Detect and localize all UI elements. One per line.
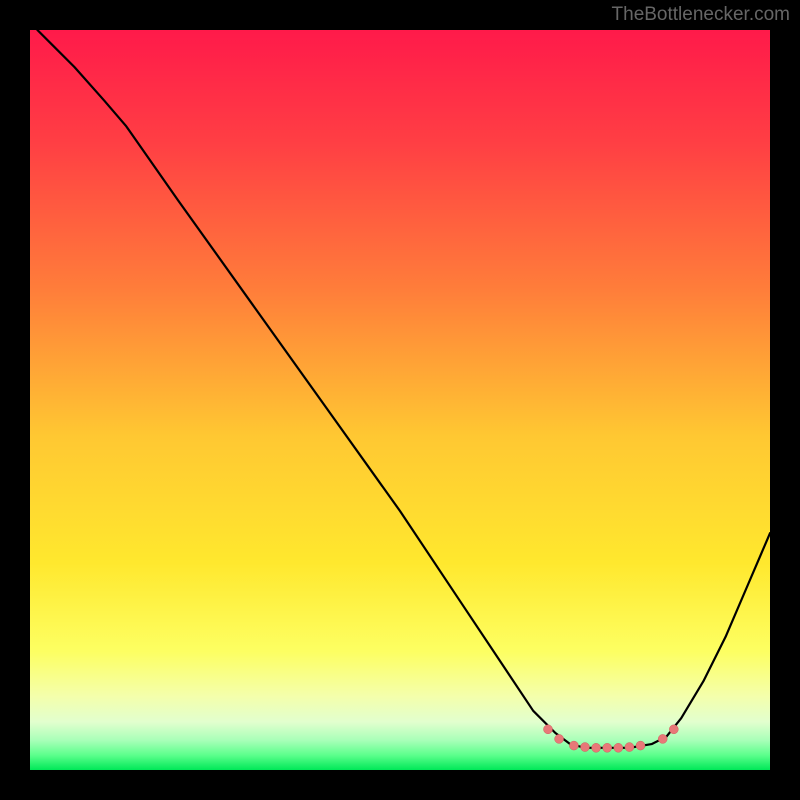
watermark-text: TheBottlenecker.com (612, 4, 790, 26)
chart-container: TheBottlenecker.com (0, 0, 800, 800)
plot-area (30, 30, 770, 770)
bottleneck-chart (30, 30, 770, 770)
